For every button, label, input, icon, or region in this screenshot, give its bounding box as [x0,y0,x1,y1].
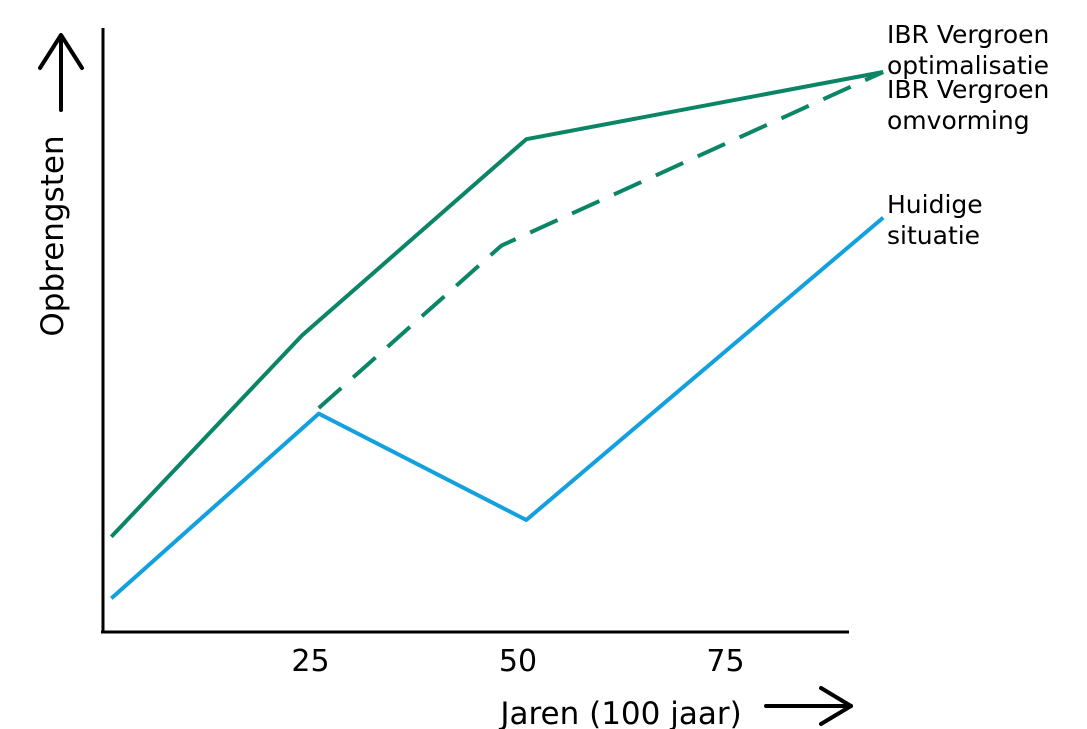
plot-lines [109,70,885,600]
x-tick-label: 50 [499,644,537,679]
x-axis-arrow-icon [764,686,853,726]
x-axis-title: Jaren (100 jaar) [498,696,741,729]
series-label-2: IBR Vergroen omvorming [887,75,1049,135]
series-label-1: IBR Vergroen optimalisatie [887,20,1049,80]
x-tick-label: 75 [706,644,744,679]
y-axis-arrow-icon [38,33,84,112]
x-tick-label: 25 [291,644,329,679]
series-line-2 [317,70,885,410]
x-tick-labels: 25 50 75 [291,644,744,679]
series-label-3: Huidige situatie [887,190,983,250]
y-axis-title: Opbrengsten [35,135,71,336]
series-line-3 [109,216,885,600]
series-line-1 [109,70,884,539]
